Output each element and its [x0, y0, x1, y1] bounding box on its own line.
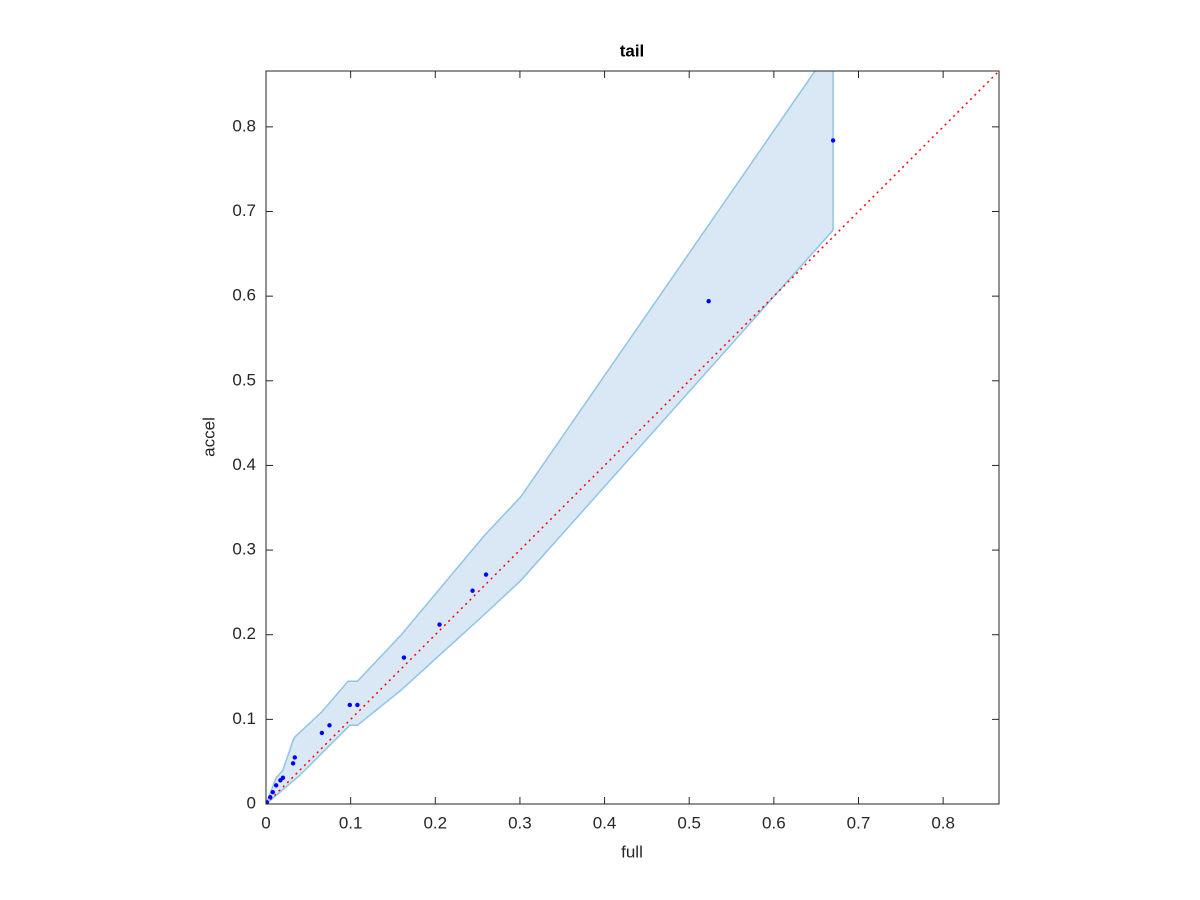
data-point	[401, 655, 407, 660]
y-tick-label: 0.8	[232, 116, 256, 135]
x-tick-label: 0.7	[847, 813, 871, 832]
axes-box	[265, 70, 1000, 805]
y-tick-label: 0	[247, 793, 256, 812]
y-tick-label: 0.4	[232, 455, 256, 474]
x-tick-label: 0.3	[508, 813, 532, 832]
data-point	[270, 789, 275, 795]
data-point	[347, 702, 352, 708]
data-point	[483, 572, 489, 577]
x-tick-label: 0	[261, 813, 270, 832]
data-point	[290, 761, 296, 766]
data-point	[355, 702, 360, 708]
chart-title: tail	[620, 41, 645, 60]
data-point	[706, 299, 711, 304]
x-tick-label: 0.6	[762, 813, 786, 832]
x-tick-label: 0.8	[931, 813, 955, 832]
x-tick-label: 0.5	[677, 813, 701, 832]
data-point	[278, 778, 283, 783]
y-axis-label: accel	[199, 417, 218, 457]
confidence-band	[266, 71, 834, 804]
x-tick-label: 0.1	[339, 813, 363, 832]
y-tick-label: 0.5	[232, 370, 256, 389]
data-point	[268, 795, 273, 800]
data-point	[437, 622, 442, 627]
x-tick-label: 0.2	[423, 813, 447, 832]
data-point	[292, 755, 297, 760]
band-edge	[266, 229, 834, 804]
y-tick-label: 0.1	[232, 709, 256, 728]
y-tick-label: 0.7	[232, 201, 256, 220]
plot-area	[266, 71, 999, 804]
data-point	[319, 730, 325, 736]
data-point	[327, 723, 332, 728]
x-tick-label: 0.4	[593, 813, 617, 832]
y-tick-label: 0.3	[232, 540, 256, 559]
band-edge	[266, 71, 816, 804]
data-point	[266, 800, 270, 804]
y-tick-label: 0.2	[232, 624, 256, 643]
data-point	[470, 588, 475, 593]
data-point	[273, 783, 279, 788]
data-point	[830, 138, 836, 143]
y-tick-label: 0.6	[232, 286, 256, 305]
x-axis-label: full	[621, 842, 643, 861]
